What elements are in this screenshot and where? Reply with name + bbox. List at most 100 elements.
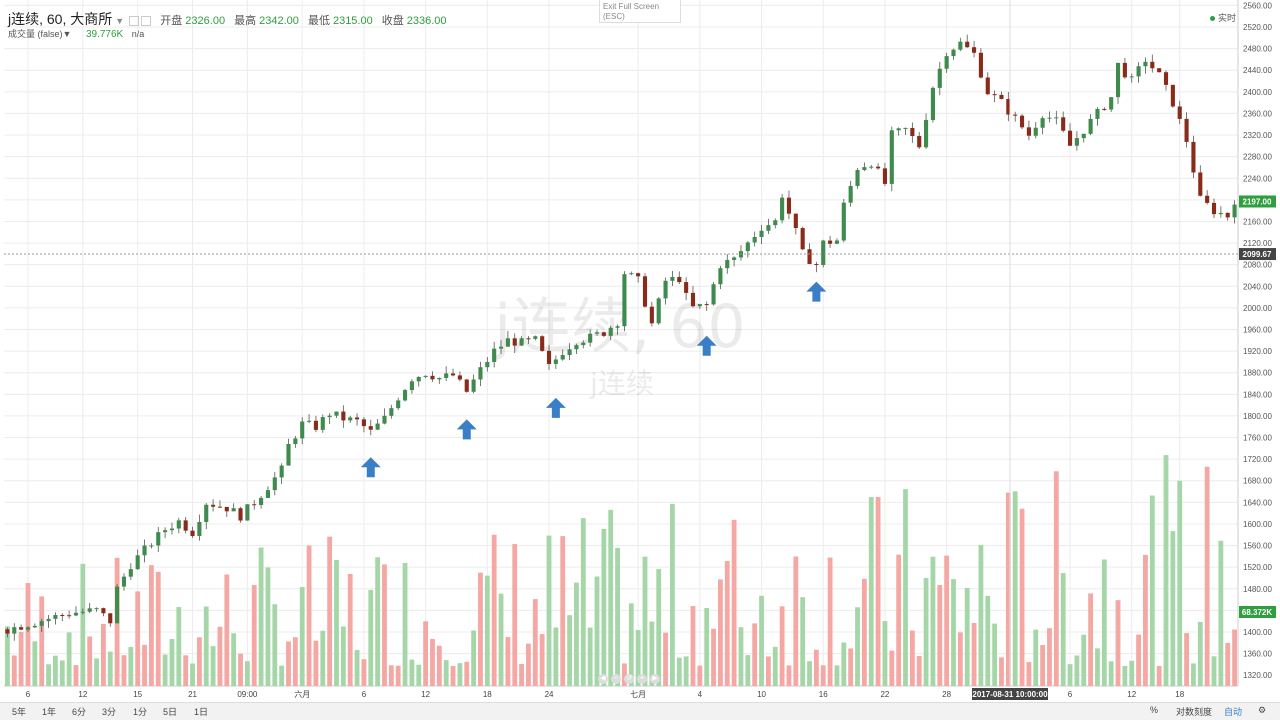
candle-body (1115, 62, 1121, 98)
volume-bar (916, 656, 922, 686)
volume-bar (265, 567, 271, 686)
y-tick-label: 2440.00 (1243, 66, 1272, 75)
volume-bar (601, 528, 607, 686)
x-tick-label: 12 (1127, 690, 1136, 699)
realtime-indicator[interactable]: 实时 (1210, 11, 1236, 24)
range-5d-button[interactable]: 5日 (163, 707, 178, 717)
candle-body (1150, 61, 1155, 69)
candle-body (5, 629, 10, 634)
candle-body (512, 338, 517, 346)
volume-na: n/a (131, 29, 145, 39)
candle-body (972, 47, 977, 53)
candle-body (862, 167, 867, 171)
candle-body (951, 49, 956, 57)
candle-body (786, 197, 792, 214)
candle-body (444, 373, 449, 379)
zoom-out-icon[interactable]: − (611, 674, 621, 684)
candle-body (821, 240, 826, 265)
range-1m-button[interactable]: 1分 (133, 707, 148, 717)
volume-bar (292, 637, 298, 686)
symbol-name[interactable]: j连续, 60, 大商所 (8, 11, 113, 27)
candle-body (73, 612, 79, 616)
candle-body (279, 465, 284, 478)
volume-bar (539, 634, 545, 686)
legend-toggle-box[interactable] (141, 16, 152, 27)
candle-body (327, 415, 332, 418)
candle-body (1006, 98, 1011, 115)
volume-bar (59, 660, 65, 686)
reset-icon[interactable]: ↺ (624, 674, 634, 684)
volume-bar (1081, 634, 1087, 686)
range-5y-button[interactable]: 5年 (12, 707, 27, 717)
exit-fullscreen-button[interactable]: Exit Full Screen (ESC) (599, 0, 681, 23)
candle-body (930, 87, 935, 121)
log-scale-button[interactable]: 对数刻度 (1176, 707, 1213, 717)
candle-body (320, 417, 325, 430)
legend-toggle-box[interactable] (129, 16, 140, 27)
candle-body (94, 608, 99, 610)
candle-body (313, 420, 318, 430)
candle-body (903, 127, 908, 129)
volume-bar (196, 637, 202, 686)
range-6m-button[interactable]: 6分 (72, 707, 87, 717)
candle-body (656, 298, 661, 324)
candle-body (142, 545, 147, 556)
candle-body (1109, 97, 1114, 110)
candle-body (108, 613, 113, 624)
candle-body (985, 77, 990, 95)
volume-label[interactable]: 成交量 (false) (8, 29, 63, 39)
range-1d-button[interactable]: 1日 (194, 707, 209, 717)
x-tick-label: 21 (188, 690, 197, 699)
scroll-right-icon[interactable]: ▶ (650, 674, 660, 684)
volume-bar (327, 536, 333, 686)
x-tick-label: 09:00 (237, 690, 258, 699)
volume-bar (834, 665, 840, 686)
candle-layer (5, 34, 1237, 641)
auto-scale-button[interactable]: 自动 (1224, 707, 1243, 717)
x-tick-label: 28 (942, 690, 951, 699)
candle-body (1225, 212, 1230, 218)
chevron-down-icon[interactable]: ▼ (115, 16, 125, 26)
candle-body (855, 170, 860, 186)
volume-value-badge-bg (1239, 606, 1276, 618)
y-tick-label: 1720.00 (1243, 455, 1272, 464)
gear-icon[interactable]: ⚙ (1258, 705, 1267, 715)
candle-body (1232, 204, 1237, 218)
x-tick-label: 16 (819, 690, 828, 699)
volume-bar (560, 536, 566, 686)
price-chart[interactable]: 1320.001360.001400.001440.001480.001520.… (0, 0, 1280, 702)
chevron-down-icon[interactable]: ▼ (62, 29, 72, 39)
candle-body (300, 421, 305, 439)
volume-bar (519, 663, 524, 686)
candle-body (176, 520, 181, 529)
range-3m-button[interactable]: 3分 (102, 707, 117, 717)
range-1y-button[interactable]: 1年 (42, 707, 57, 717)
zoom-in-icon[interactable]: + (637, 674, 647, 684)
volume-bar (457, 663, 463, 686)
status-dot-icon (1210, 16, 1215, 22)
candle-body (231, 508, 236, 512)
volume-bar (690, 606, 696, 686)
volume-layer (5, 455, 1237, 686)
volume-bar (745, 655, 751, 686)
volume-bar (676, 657, 682, 686)
candle-body (334, 411, 339, 416)
volume-bar (217, 626, 223, 686)
volume-bar (937, 585, 943, 686)
candle-body (423, 375, 428, 377)
y-tick-label: 2000.00 (1243, 304, 1272, 313)
candle-body (1047, 117, 1052, 119)
volume-bar (1170, 531, 1176, 686)
candle-body (773, 220, 778, 226)
y-tick-label: 1560.00 (1243, 542, 1272, 551)
candle-body (663, 280, 668, 299)
scroll-left-icon[interactable]: ◀ (598, 674, 608, 684)
volume-bar (882, 621, 888, 686)
candle-body (355, 417, 360, 420)
y-tick-label: 1320.00 (1243, 671, 1272, 680)
volume-bar (923, 578, 929, 686)
candle-body (1205, 195, 1210, 203)
candle-body (780, 197, 785, 221)
percent-scale-button[interactable]: % (1150, 705, 1159, 715)
volume-bar (210, 646, 216, 686)
